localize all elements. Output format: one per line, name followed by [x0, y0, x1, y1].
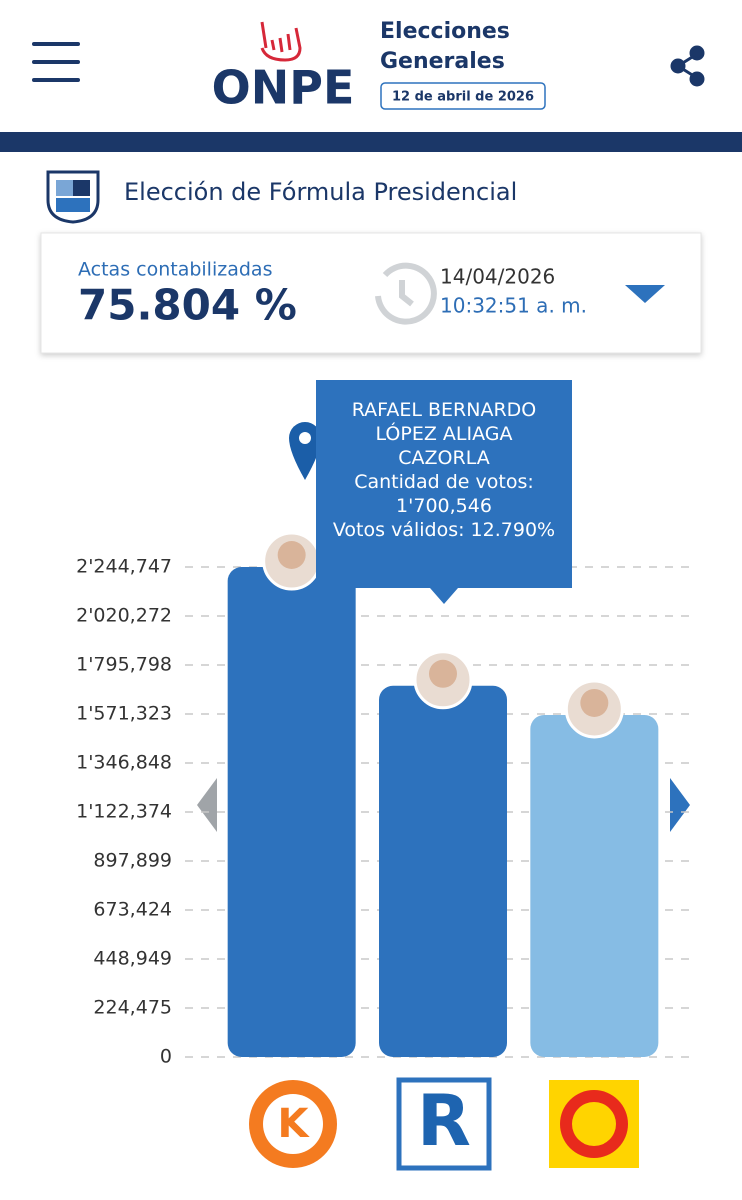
party-logo-letter: R: [417, 1080, 471, 1162]
candidate-photo-head: [429, 659, 457, 688]
card-percent: 75.804 %: [78, 281, 297, 330]
y-tick-label: 1'795,798: [76, 653, 172, 675]
party-logo: K: [249, 1080, 337, 1168]
tooltip-value: 12.790%: [470, 519, 556, 541]
tooltip-caption: Votos válidos:: [332, 519, 465, 541]
header-bar: [0, 132, 742, 152]
y-tick-label: 0: [160, 1046, 172, 1068]
dropdown-toggle[interactable]: [625, 285, 665, 303]
y-tick-label: 2'244,747: [76, 556, 172, 578]
logo-text: ONPE: [212, 61, 355, 115]
tooltip-text: RAFAEL BERNARDO LÓPEZ ALIAGA CAZORLA Can…: [316, 398, 572, 542]
clock-icon: [375, 262, 437, 325]
card-date: 14/04/2026: [440, 265, 555, 289]
date-box: [380, 82, 546, 110]
header-date: 12 de abril de 2026: [392, 90, 534, 105]
y-tick-label: 1'346,848: [76, 752, 172, 774]
menu-button[interactable]: [32, 42, 80, 82]
tooltip: [316, 380, 572, 604]
location-pin-dot: [299, 432, 311, 444]
y-tick-label: 1'571,323: [76, 703, 172, 725]
y-tick-label: 673,424: [93, 899, 172, 921]
bar: [227, 567, 356, 1057]
y-tick-label: 1'122,374: [76, 800, 172, 822]
candidate-photo-head: [277, 541, 306, 569]
tooltip-value: 1'700,546: [396, 495, 492, 517]
candidate-photo-head: [580, 688, 609, 717]
tooltip-name: RAFAEL BERNARDO LÓPEZ ALIAGA CAZORLA: [351, 399, 537, 469]
card-time: 10:32:51 a. m.: [440, 294, 587, 318]
section-title: Elección de Fórmula Presidencial: [124, 178, 517, 206]
card-label: Actas contabilizadas: [78, 259, 272, 281]
share-button[interactable]: [670, 45, 705, 87]
party-logo: [549, 1080, 639, 1168]
y-tick-label: 224,475: [93, 996, 172, 1018]
bar: [530, 714, 659, 1057]
logo-hand: [260, 21, 302, 62]
bar: [379, 685, 507, 1057]
location-pin: [289, 422, 321, 480]
y-tick-label: 2'020,272: [76, 605, 172, 627]
prev-arrow[interactable]: [197, 778, 217, 832]
y-tick-label: 448,949: [93, 948, 172, 970]
party-logo-letter: K: [278, 1101, 311, 1147]
tooltip-votes: Cantidad de votos: 1'700,546: [316, 470, 572, 518]
header-line: Elecciones: [380, 19, 510, 44]
party-logo: R: [396, 1077, 492, 1171]
y-tick-label: 897,899: [93, 849, 172, 871]
summary-card: [40, 232, 702, 354]
tooltip-caption: Cantidad de votos:: [354, 471, 534, 493]
next-arrow[interactable]: [670, 778, 690, 832]
tooltip-valid: Votos válidos: 12.790%: [316, 518, 572, 542]
coat-of-arms: [46, 170, 100, 224]
header-line: Generales: [380, 49, 505, 74]
